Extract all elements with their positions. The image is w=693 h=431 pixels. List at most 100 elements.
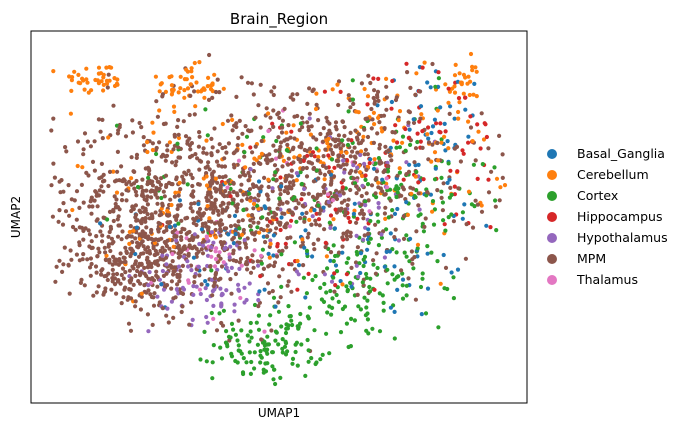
point-mpm	[63, 209, 69, 214]
point-cortex	[226, 334, 232, 339]
point-basal-ganglia	[472, 81, 477, 86]
point-mpm	[216, 163, 221, 168]
point-cerebellum	[259, 151, 264, 156]
point-hippocampus	[326, 153, 331, 158]
point-mpm	[128, 287, 133, 292]
point-mpm	[189, 193, 194, 198]
point-cortex	[393, 186, 398, 192]
point-cerebellum	[69, 88, 74, 93]
point-mpm	[245, 267, 250, 272]
point-cortex	[394, 194, 399, 200]
point-mpm	[133, 236, 138, 241]
point-cortex	[262, 339, 267, 344]
point-cerebellum	[165, 208, 170, 213]
point-mpm	[384, 95, 389, 100]
point-mpm	[316, 118, 321, 123]
point-mpm	[145, 265, 150, 270]
point-cortex	[249, 359, 254, 365]
point-mpm	[154, 185, 159, 190]
point-thalamus	[227, 252, 232, 257]
point-mpm	[240, 218, 245, 223]
point-mpm	[246, 178, 251, 183]
point-mpm	[218, 256, 223, 261]
point-cerebellum	[151, 130, 156, 135]
point-mpm	[338, 164, 343, 169]
point-mpm	[265, 217, 270, 222]
point-cortex	[421, 229, 426, 234]
point-cerebellum	[72, 69, 77, 74]
point-cerebellum	[359, 149, 364, 154]
point-mpm	[92, 198, 97, 203]
point-mpm	[136, 254, 142, 259]
point-cerebellum	[101, 82, 106, 87]
point-mpm	[153, 248, 158, 254]
point-mpm	[49, 183, 54, 188]
point-mpm	[259, 226, 264, 232]
point-mpm	[352, 154, 357, 159]
point-cortex	[395, 190, 400, 195]
point-mpm	[236, 135, 241, 141]
legend-label-cerebellum: Cerebellum	[577, 167, 649, 182]
point-mpm	[256, 160, 261, 166]
point-cortex	[439, 175, 444, 180]
point-cerebellum	[206, 75, 211, 80]
point-mpm	[101, 172, 106, 177]
point-cortex	[255, 342, 260, 347]
point-mpm	[165, 148, 170, 153]
point-cerebellum	[295, 258, 300, 264]
point-cortex	[344, 321, 349, 326]
point-mpm	[133, 259, 138, 264]
point-cerebellum	[80, 76, 85, 81]
point-cortex	[446, 161, 451, 166]
point-mpm	[74, 217, 79, 222]
point-cortex	[364, 271, 369, 277]
point-mpm	[185, 215, 190, 220]
point-cortex	[397, 170, 402, 175]
point-mpm	[164, 184, 169, 189]
point-mpm	[231, 189, 236, 194]
point-mpm	[208, 264, 213, 269]
point-mpm	[142, 271, 147, 276]
point-cerebellum	[267, 255, 272, 260]
point-hippocampus	[395, 140, 400, 145]
point-mpm	[145, 245, 150, 250]
point-cortex	[348, 280, 353, 285]
point-cortex	[331, 275, 336, 280]
point-mpm	[386, 164, 391, 169]
point-basal-ganglia	[449, 270, 454, 275]
point-mpm	[174, 217, 179, 222]
point-cortex	[301, 275, 306, 280]
point-mpm	[125, 297, 130, 302]
point-cerebellum	[172, 109, 177, 114]
point-cortex	[404, 283, 409, 288]
point-mpm	[187, 136, 192, 141]
point-hippocampus	[338, 89, 343, 94]
point-hypothalamus	[196, 264, 201, 269]
point-mpm	[89, 211, 94, 216]
point-mpm	[190, 153, 195, 158]
point-cortex	[402, 250, 407, 255]
point-mpm	[226, 178, 231, 184]
point-cortex	[217, 311, 222, 316]
point-mpm	[51, 116, 56, 121]
point-mpm	[328, 250, 334, 255]
point-mpm	[215, 77, 220, 82]
point-basal-ganglia	[134, 225, 139, 230]
point-hippocampus	[466, 140, 471, 145]
point-cortex	[314, 168, 319, 173]
point-mpm	[265, 223, 270, 228]
point-cortex	[431, 222, 437, 227]
point-mpm	[305, 235, 310, 240]
point-mpm	[149, 159, 155, 164]
point-cerebellum	[153, 74, 158, 79]
point-mpm	[231, 258, 236, 263]
point-cerebellum	[502, 183, 508, 188]
point-mpm	[230, 237, 235, 242]
point-mpm	[184, 231, 189, 236]
point-cortex	[280, 337, 285, 342]
point-cortex	[350, 97, 355, 102]
point-thalamus	[213, 257, 219, 262]
point-mpm	[305, 120, 310, 125]
point-cerebellum	[316, 154, 321, 160]
point-cortex	[439, 189, 444, 194]
